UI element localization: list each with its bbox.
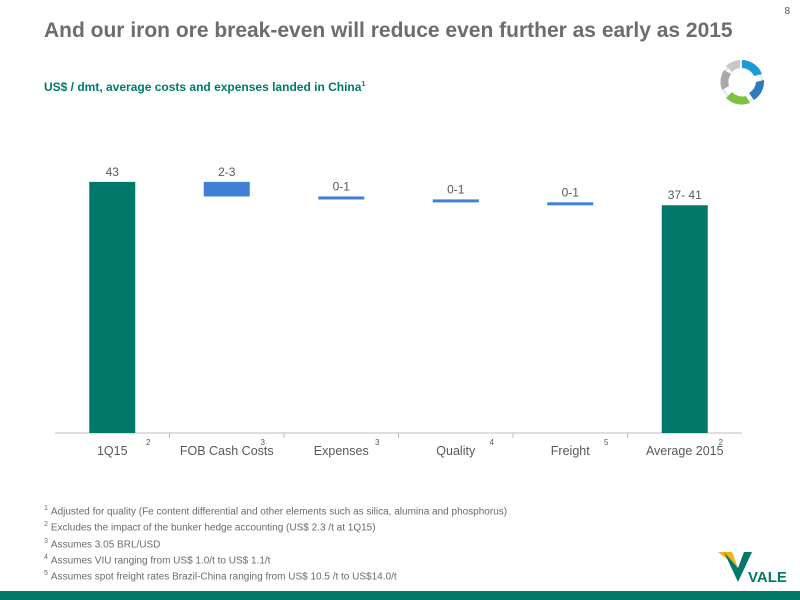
data-label: 0-1 xyxy=(447,182,465,196)
footnote-2: 2 Excludes the impact of the bunker hedge… xyxy=(44,521,376,534)
footnote-3: 3 Assumes 3.05 BRL/USD xyxy=(44,537,161,550)
bottom-accent-bar xyxy=(0,591,800,600)
footnote-5: 5 Assumes spot freight rates Brazil-China… xyxy=(44,570,397,583)
data-label: 2-3 xyxy=(218,165,236,179)
x-tick-footnote-marker: 4 xyxy=(490,438,495,447)
chart-subtitle: US$ / dmt, average costs and expenses la… xyxy=(44,80,365,94)
footnote-4: 4 Assumes VIU ranging from US$ 1.0/t to U… xyxy=(44,553,271,567)
footnotes: 1 Adjusted for quality (Fe content differ… xyxy=(44,502,507,584)
data-label: 0-1 xyxy=(333,179,351,193)
x-tick-label: 1Q15 xyxy=(97,444,128,458)
footnote-1: 1 Adjusted for quality (Fe content differ… xyxy=(44,505,508,518)
x-tick-label: Average 2015 xyxy=(646,444,724,458)
bar-freight xyxy=(547,202,594,206)
x-tick-footnote-marker: 3 xyxy=(375,438,380,447)
bar-1q15 xyxy=(89,181,136,433)
subtitle-text: US$ / dmt, average costs and expenses la… xyxy=(44,80,362,94)
page-number: 8 xyxy=(784,6,790,17)
x-tick-footnote-marker: 3 xyxy=(261,438,266,447)
vale-logo-text: VALE xyxy=(748,569,787,586)
recycle-arrows-icon xyxy=(720,60,765,105)
data-label: 37- 41 xyxy=(668,188,702,202)
x-tick-footnote-marker: 2 xyxy=(146,438,151,447)
x-tick-label: Quality xyxy=(436,444,476,458)
subtitle-footnote-marker: 1 xyxy=(361,81,366,88)
vale-logo: VALE xyxy=(718,552,787,586)
x-tick-label: Expenses xyxy=(314,444,369,458)
bar-fob-cash-costs xyxy=(203,181,250,197)
bar-average-2015 xyxy=(661,205,708,433)
data-label: 0-1 xyxy=(562,185,580,199)
data-label: 43 xyxy=(106,165,120,179)
x-tick-footnote-marker: 2 xyxy=(719,438,724,447)
x-tick-label: Freight xyxy=(551,444,590,458)
bar-expenses xyxy=(318,196,365,200)
page-title: And our iron ore break-even will reduce … xyxy=(44,19,733,42)
bar-quality xyxy=(432,199,479,203)
x-tick-footnote-marker: 5 xyxy=(604,438,609,447)
x-tick-label: FOB Cash Costs xyxy=(180,444,274,458)
